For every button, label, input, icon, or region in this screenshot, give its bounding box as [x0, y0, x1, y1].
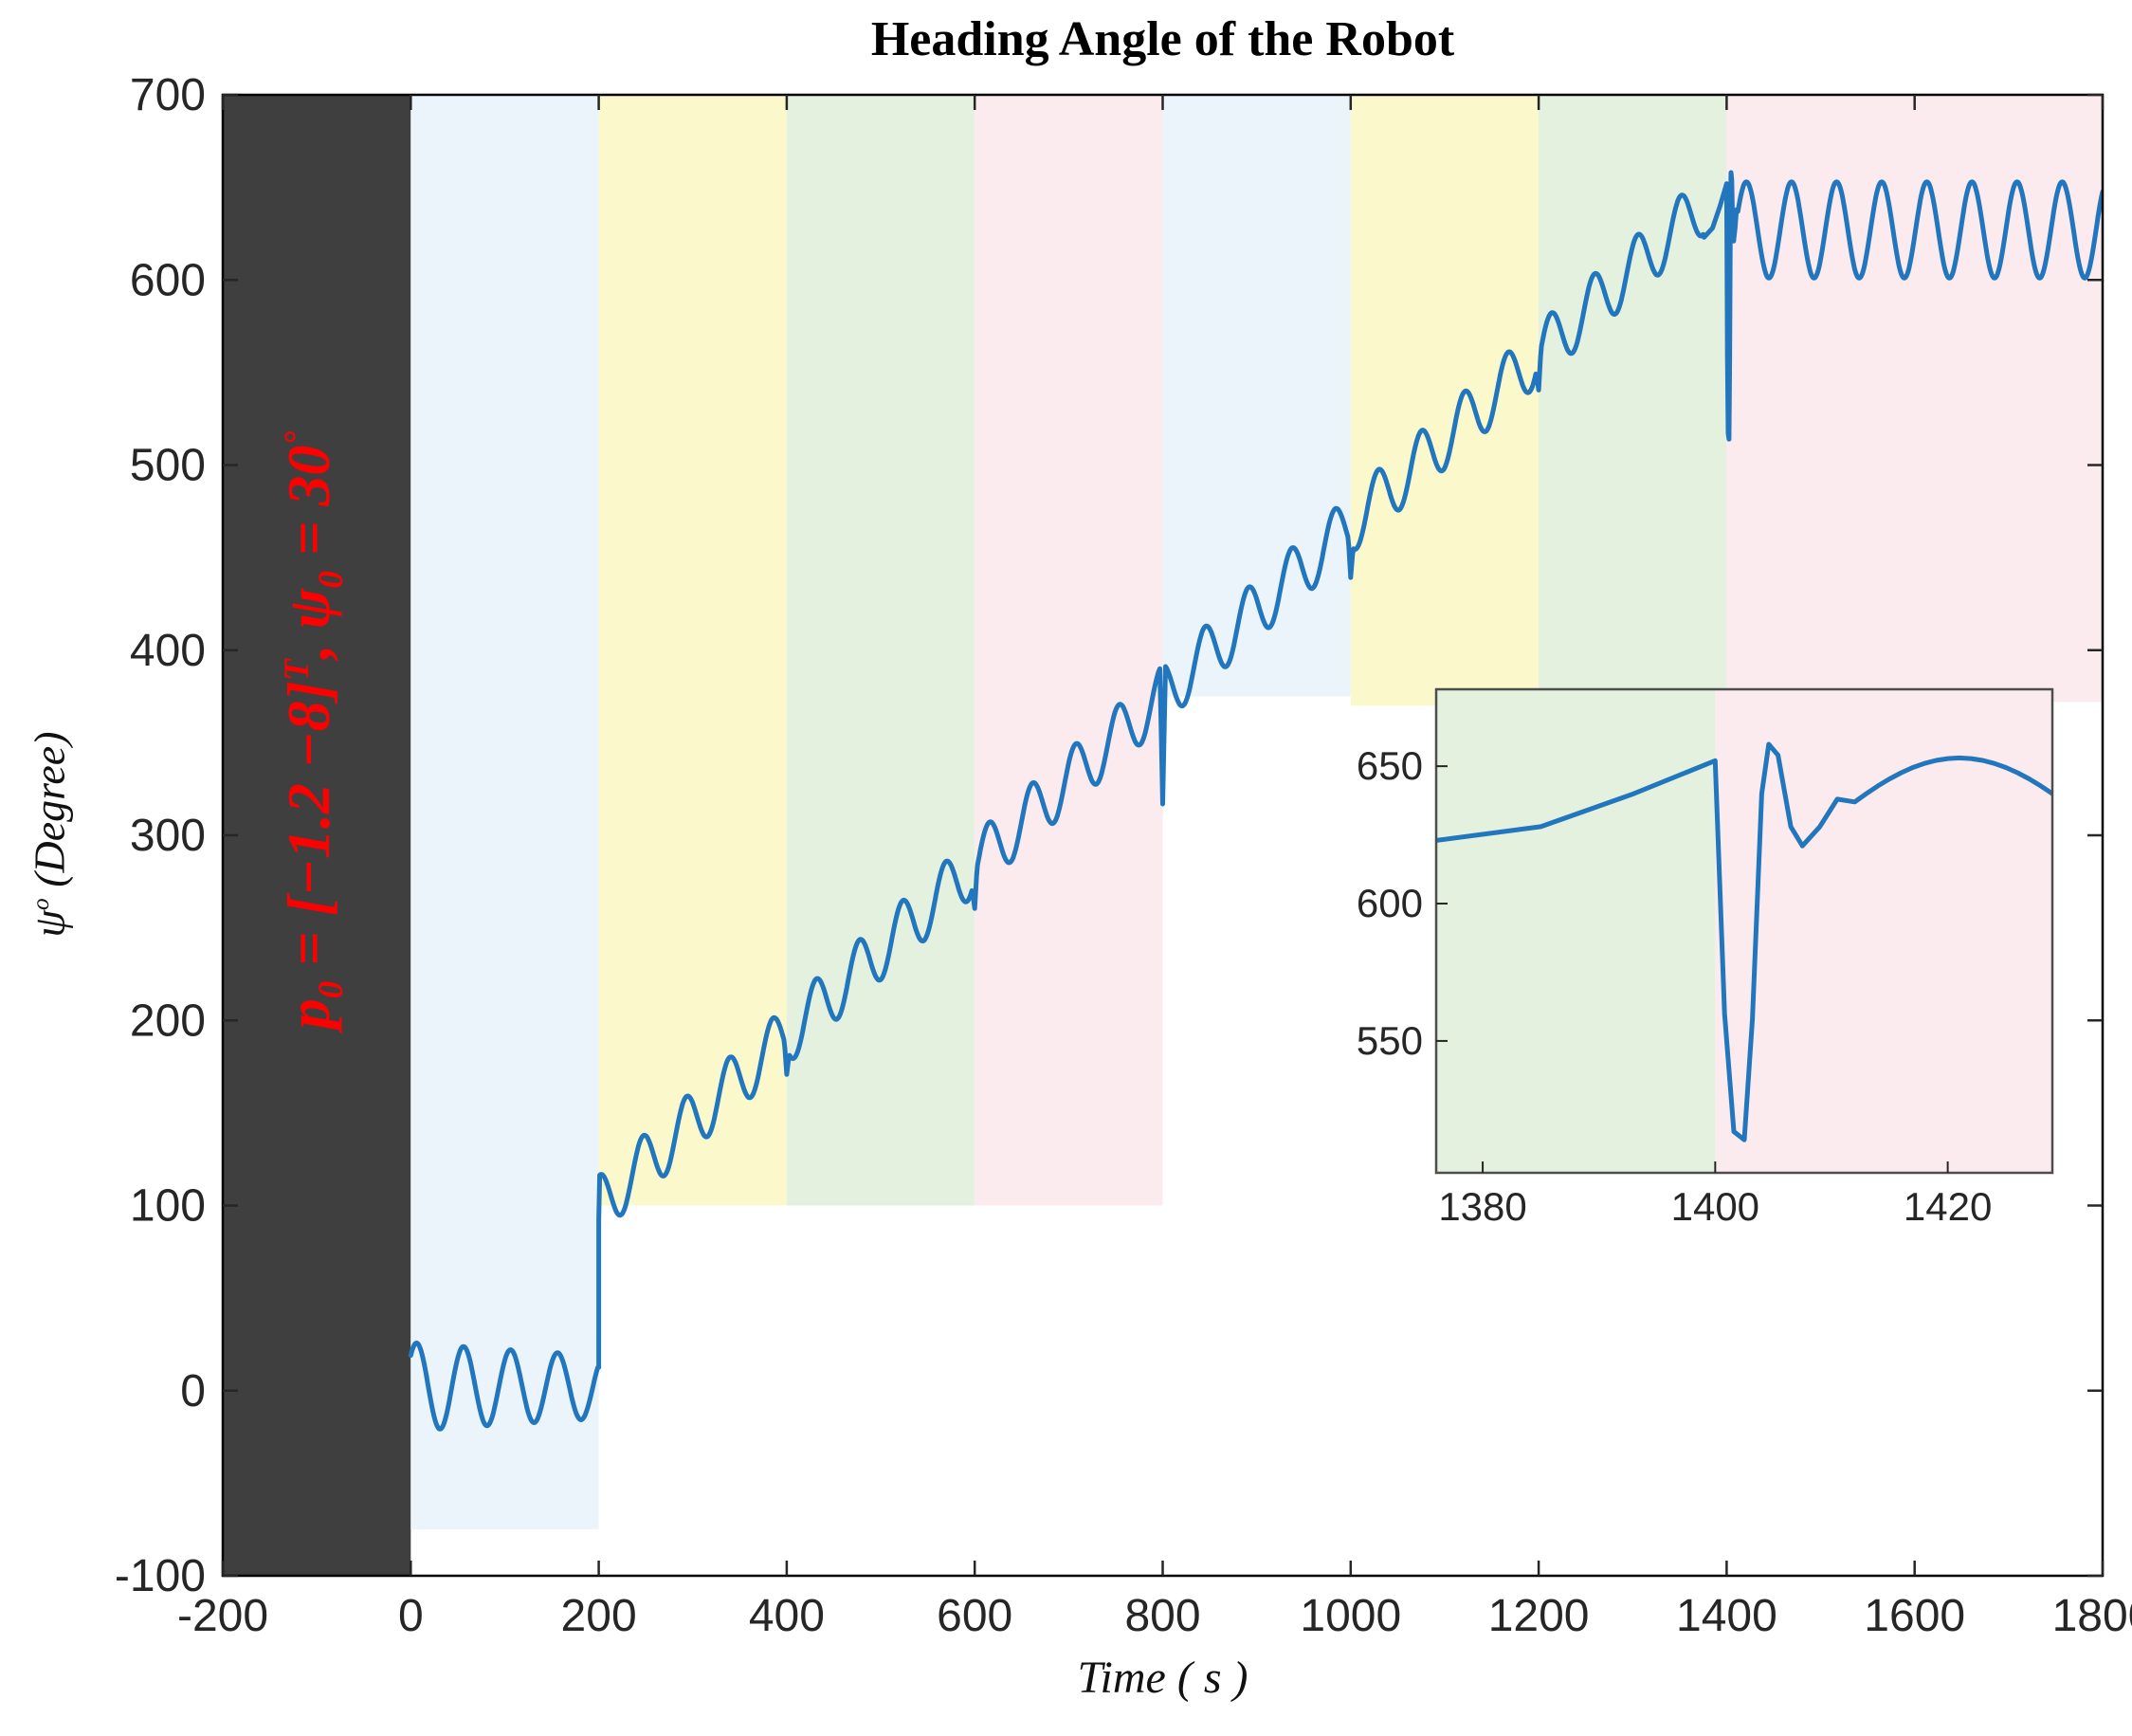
inset-y-tick-label: 550 — [1357, 1018, 1423, 1063]
inset-y-tick-label: 650 — [1357, 743, 1423, 788]
x-tick-label: 800 — [1124, 1591, 1200, 1641]
y-tick-label: 700 — [130, 70, 206, 120]
background-band — [1726, 95, 2103, 703]
background-band — [786, 95, 975, 1206]
inset-x-tick-label: 1420 — [1904, 1184, 1992, 1229]
y-axis-units: (Degree) — [25, 731, 74, 899]
annotation-psi-sub: 0 — [311, 571, 351, 589]
heading-curve — [408, 170, 2103, 1432]
inset-x-tick-label: 1400 — [1671, 1184, 1759, 1229]
inset-y-tick-label: 600 — [1357, 881, 1423, 925]
inset-x-tick-label: 1380 — [1438, 1184, 1526, 1229]
y-tick-label: 500 — [130, 441, 206, 491]
background-band — [975, 95, 1163, 1206]
x-tick-label: 1000 — [1300, 1591, 1401, 1641]
x-tick-label: 1800 — [2052, 1591, 2132, 1641]
y-tick-label: -100 — [115, 1551, 206, 1601]
y-axis-symbol: ψ — [25, 909, 74, 938]
x-tick-label: 1600 — [1864, 1591, 1965, 1641]
y-tick-label: 600 — [130, 255, 206, 305]
y-tick-label: 400 — [130, 626, 206, 676]
x-axis-label: Time ( s ) — [1077, 1653, 1248, 1703]
inset-plot: 1380 1400 1420 550 600 650 — [1357, 687, 2054, 1229]
y-tick-label: 300 — [130, 811, 206, 861]
inset-band — [1436, 689, 1716, 1173]
background-band — [410, 95, 599, 1530]
annotation-p: p — [275, 998, 343, 1030]
y-axis-sup: o — [27, 898, 55, 910]
annotation-psi: , ψ — [275, 588, 343, 660]
y-tick-label: 0 — [180, 1366, 206, 1416]
y-tick-label: 100 — [130, 1181, 206, 1232]
inset-heading-curve — [1436, 741, 2052, 1142]
x-tick-label: 200 — [561, 1591, 637, 1641]
x-tick-label: 1200 — [1488, 1591, 1590, 1641]
annotation-p-sub: 0 — [311, 980, 351, 999]
annotation-value: = 30 — [275, 445, 343, 572]
y-tick-label: 200 — [130, 996, 206, 1046]
annotation-vector: = [−1.2 −8] — [275, 681, 343, 981]
y-axis-label: ψo (Degree) — [25, 731, 75, 937]
x-tick-label: 1400 — [1676, 1591, 1777, 1641]
x-tick-label: 600 — [937, 1591, 1012, 1641]
chart-title: Heading Angle of the Robot — [870, 12, 1455, 66]
x-tick-label: 400 — [749, 1591, 825, 1641]
x-tick-label: -200 — [177, 1591, 268, 1641]
background-band — [1350, 95, 1540, 706]
x-tick-label: 0 — [398, 1591, 424, 1641]
initial-conditions-annotation: p0 = [−1.2 −8]T, ψ0 = 30° — [274, 431, 352, 1030]
annotation-degree: ° — [277, 430, 317, 446]
background-band — [598, 95, 787, 1206]
inset-band — [1715, 689, 2052, 1173]
background-band — [1539, 95, 1727, 706]
annotation-transpose: T — [277, 659, 317, 682]
inset-box — [1434, 687, 2054, 1175]
background-band — [223, 95, 411, 1576]
